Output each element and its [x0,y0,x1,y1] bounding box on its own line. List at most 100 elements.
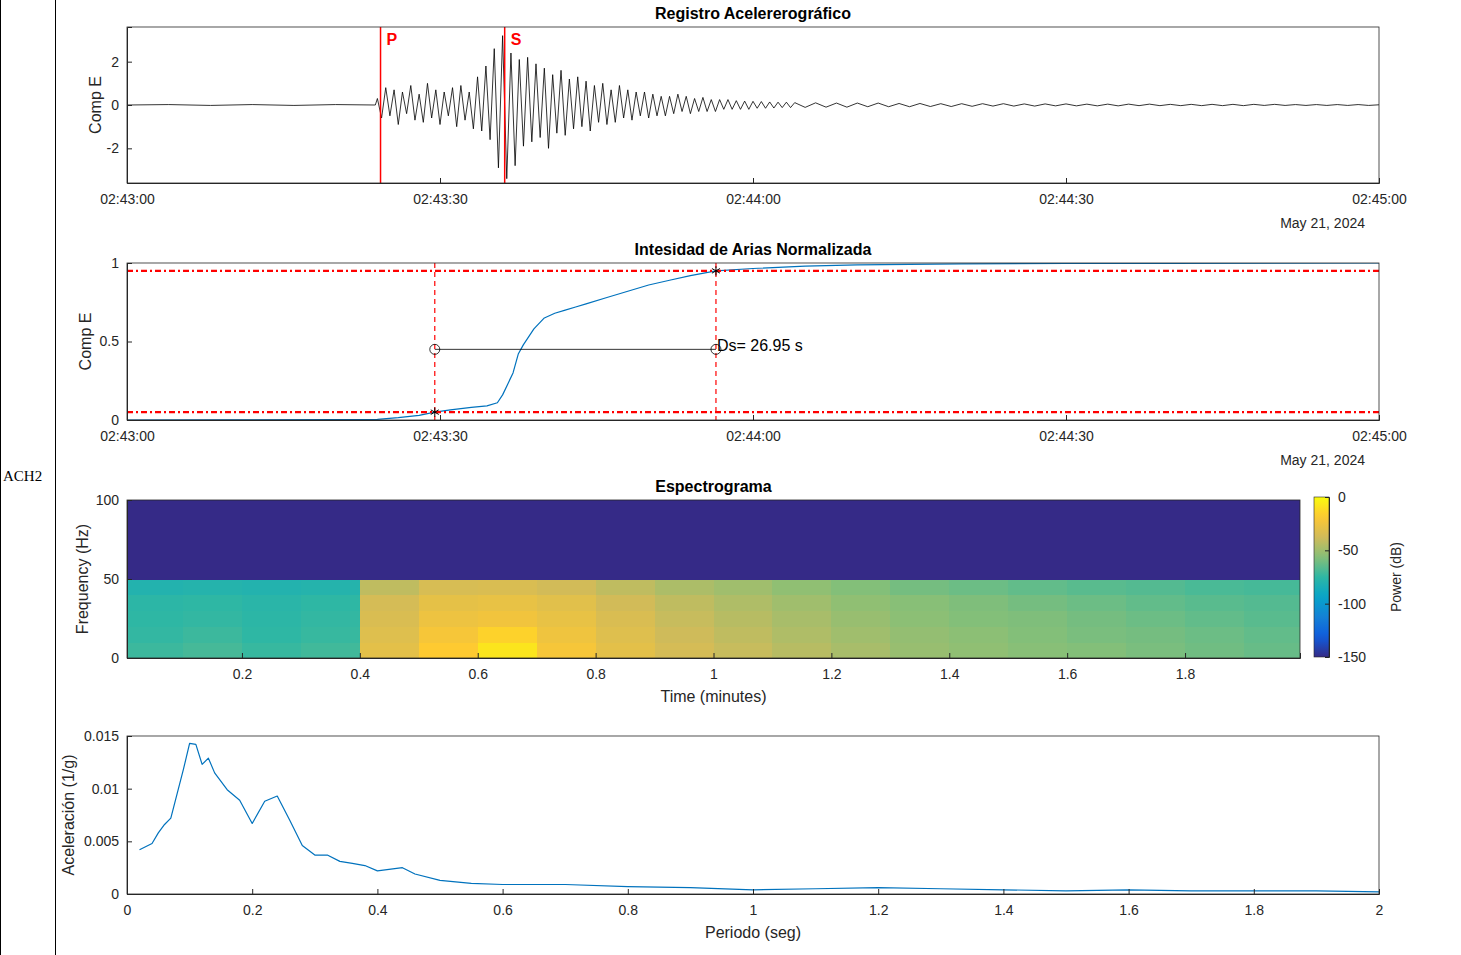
heatmap-cell [1126,611,1185,627]
heatmap-cell [360,547,419,563]
y-tick-mark [127,736,132,737]
heatmap-cell [655,563,714,579]
heatmap-cell [537,579,596,595]
heatmap-cell [890,626,949,642]
x-tick-label: 0.6 [493,902,513,918]
y-tick-label: 50 [103,571,119,587]
y-tick-mark [127,62,132,63]
x-tick-label: 02:43:00 [100,191,155,207]
heatmap-cell [183,500,242,516]
plot-area [127,500,1300,658]
heatmap-cell [1126,532,1185,548]
heatmap-cell [1008,563,1067,579]
heatmap-cell [1008,500,1067,516]
heatmap-cell [183,611,242,627]
heatmap-cell [183,595,242,611]
duration-line [435,349,716,350]
x-tick-label: 0.4 [368,902,388,918]
chart-title: Intesidad de Arias Normalizada [635,241,872,258]
heatmap-cell [949,579,1008,595]
heatmap-cell [301,547,360,563]
heatmap-cell [301,579,360,595]
x-tick-mark [1067,653,1068,658]
y-tick: 0.5 [100,333,132,349]
x-tick: 1.6 [1058,653,1078,682]
heatmap-cell [183,626,242,642]
y-axis: 050100 [96,492,132,666]
x-tick-label: 0.8 [586,666,606,682]
heatmap-cell [183,642,242,658]
x-tick: 1 [710,653,718,682]
heatmap-cell [1244,642,1300,658]
threshold-crossing-marker [431,408,439,417]
x-tick-label: 1.4 [940,666,960,682]
y-axis-line [128,28,133,184]
heatmap-cell [183,563,242,579]
panel-3: 00.20.40.60.811.21.41.61.8200.0050.010.0… [60,728,1384,941]
panel-2: 0.20.40.60.811.21.41.61.8050100Espectrog… [74,478,1304,705]
heatmap-cell [949,516,1008,532]
x-axis-line [128,415,1380,421]
y-tick-label: 0 [111,650,119,666]
x-tick-label: 0.2 [243,902,263,918]
heatmap-cell [596,642,655,658]
x-tick-label: 02:44:30 [1039,191,1094,207]
figure-svg: ACH2PS02:43:0002:43:3002:44:0002:44:3002… [0,0,1461,955]
heatmap-cell [596,595,655,611]
heatmap-cell [596,547,655,563]
heatmap-cell [890,595,949,611]
y-tick: 1 [111,255,132,271]
heatmap-cell [714,642,773,658]
heatmap-cell [183,547,242,563]
heatmap-cell [1067,579,1126,595]
x-tick-label: 0 [124,902,132,918]
x-axis: 02:43:0002:43:3002:44:0002:44:3002:45:00 [100,178,1407,207]
heatmap-cell [1008,547,1067,563]
y-tick-mark [127,105,132,106]
y-tick-mark [127,894,132,895]
y-tick: 2 [111,54,132,70]
heatmap-cell [1126,595,1185,611]
heatmap-cell [1244,516,1300,532]
heatmap-cell [419,547,478,563]
heatmap-cell [772,516,831,532]
heatmap-cell [1244,595,1300,611]
heatmap-cell [1067,611,1126,627]
x-tick-mark [360,653,361,658]
heatmap-cell [242,611,301,627]
x-tick-mark [503,889,504,894]
y-tick: 0 [111,886,132,902]
x-tick: 02:43:30 [413,178,468,207]
x-tick: 1.4 [994,889,1014,918]
heatmap-cell [1067,642,1126,658]
x-tick: 0.2 [243,889,263,918]
colorbar-tick-mark [1325,497,1329,498]
duration-bound-line [434,263,435,420]
x-tick-label: 1 [750,902,758,918]
heatmap-cell [890,563,949,579]
figure: ACH2PS02:43:0002:43:3002:44:0002:44:3002… [0,0,1461,955]
y-tick: 0 [111,412,132,428]
duration-marker [430,344,440,354]
plot-area [140,743,1379,892]
y-tick-label: 0 [111,412,119,428]
heatmap-cell [714,516,773,532]
heatmap-cell [1185,642,1244,658]
x-tick: 1.4 [940,653,960,682]
heatmap-cell [419,626,478,642]
y-tick-mark [127,148,132,149]
colorbar [1314,497,1329,657]
colorbar-tick-label: -150 [1338,649,1366,665]
duration-label: Ds= 26.95 s [717,337,803,354]
heatmap-cell [242,563,301,579]
x-tick-mark [377,889,378,894]
x-tick: 0.2 [233,653,253,682]
x-tick: 1.8 [1176,653,1196,682]
heatmap-cell [360,595,419,611]
heatmap-cell [537,500,596,516]
heatmap-cell [596,626,655,642]
heatmap-cell [183,516,242,532]
heatmap-cell [1067,532,1126,548]
x-tick-mark [252,889,253,894]
heatmap-cell [242,626,301,642]
